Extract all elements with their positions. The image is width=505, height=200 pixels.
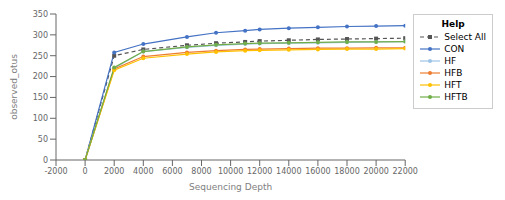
- svg-text:4000: 4000: [133, 167, 153, 176]
- svg-text:20000: 20000: [363, 167, 388, 176]
- html-text:HFTB: HFTB: [444, 92, 468, 102]
- svg-text:300: 300: [33, 31, 48, 40]
- svg-text:150: 150: [33, 93, 48, 102]
- svg-text:22000: 22000: [392, 167, 417, 176]
- html-text:Select All: Select All: [444, 32, 486, 42]
- svg-text:0: 0: [43, 156, 48, 165]
- svg-text:12000: 12000: [247, 167, 272, 176]
- svg-text:10000: 10000: [218, 167, 243, 176]
- svg-text:350: 350: [33, 10, 48, 19]
- svg-text:0: 0: [83, 167, 88, 176]
- svg-text:Sequencing Depth: Sequencing Depth: [189, 182, 272, 192]
- svg-text:100: 100: [33, 114, 48, 123]
- svg-text:14000: 14000: [276, 167, 301, 176]
- svg-text:6000: 6000: [162, 167, 182, 176]
- html-text:CON: CON: [444, 44, 465, 54]
- html-text:Help: Help: [441, 19, 465, 29]
- svg-text:18000: 18000: [334, 167, 359, 176]
- svg-text:16000: 16000: [305, 167, 330, 176]
- svg-text:8000: 8000: [191, 167, 211, 176]
- svg-text:200: 200: [33, 72, 48, 81]
- html-text:HF: HF: [444, 56, 457, 66]
- svg-text:2000: 2000: [104, 167, 124, 176]
- svg-text:250: 250: [33, 52, 48, 61]
- html-text:HFT: HFT: [444, 80, 462, 90]
- html-text:HFB: HFB: [444, 68, 463, 78]
- svg-text:-2000: -2000: [44, 167, 67, 176]
- svg-text:50: 50: [38, 135, 48, 144]
- svg-text:observed_otus: observed_otus: [9, 54, 19, 120]
